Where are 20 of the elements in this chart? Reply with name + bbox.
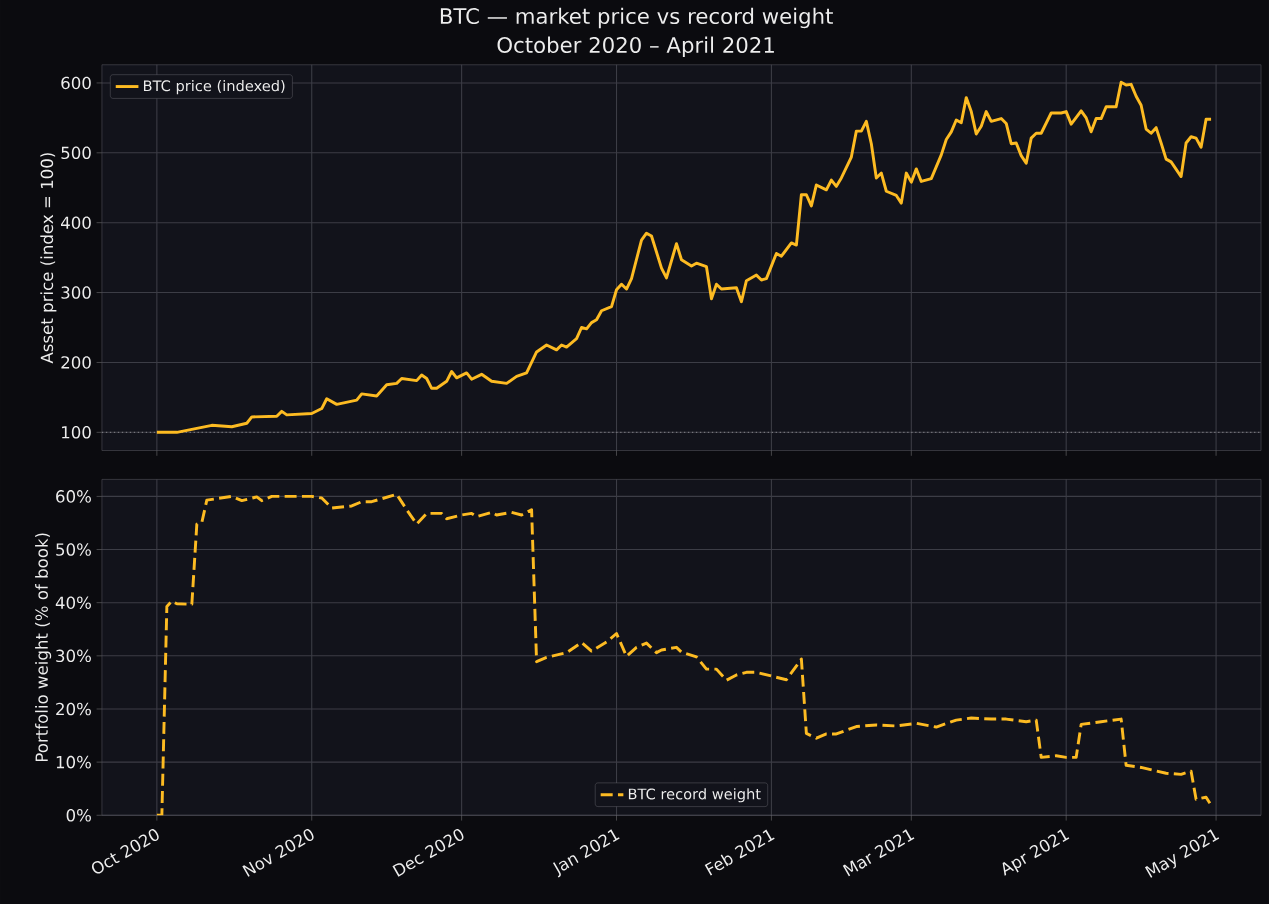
chart-subtitle: October 2020 – April 2021 <box>497 36 774 58</box>
y-tick-label: 0% <box>66 808 91 822</box>
y-tick-label: 10% <box>56 755 91 769</box>
y-tick-label: 20% <box>56 702 91 716</box>
legend-label: BTC price (indexed) <box>143 80 285 95</box>
y-tick-label: 200 <box>61 356 91 369</box>
legend-label: BTC record weight <box>628 788 761 803</box>
y-tick-label: 40% <box>55 596 91 609</box>
y-tick-label: 30% <box>56 649 91 663</box>
y-axis-title: Portfolio weight (% of book) <box>35 533 52 762</box>
y-tick-label: 500 <box>61 146 91 160</box>
y-axis-title: Asset price (index = 100) <box>40 153 57 364</box>
y-tick-label: 60% <box>56 490 91 503</box>
y-tick-label: 400 <box>61 216 91 229</box>
y-tick-label: 300 <box>61 286 91 299</box>
y-tick-label: 50% <box>56 543 91 556</box>
line-series <box>155 492 1213 816</box>
y-tick-label: 600 <box>61 76 91 90</box>
chart-title: BTC — market price vs record weight <box>440 7 833 29</box>
y-tick-label: 100 <box>62 426 91 439</box>
